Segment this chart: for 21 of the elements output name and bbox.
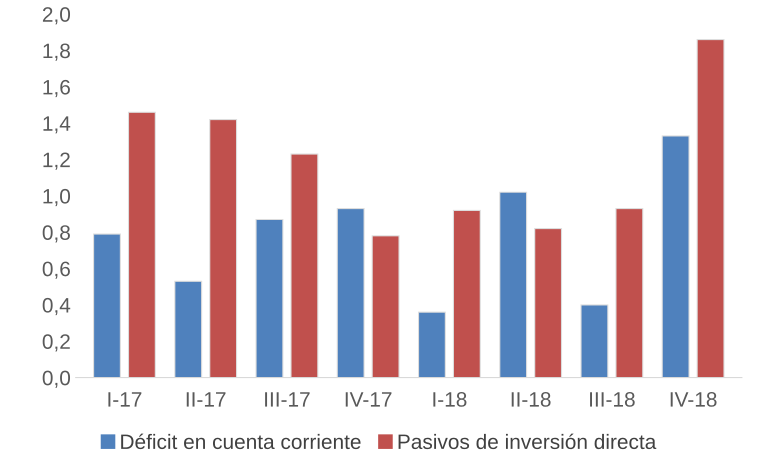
y-tick-label: 0,4 (42, 298, 70, 316)
x-tick-label: I-18 (433, 392, 466, 407)
legend-label: Déficit en cuenta corriente (121, 434, 361, 450)
x-tick-label: III-17 (265, 392, 310, 407)
x-tick-label: I-17 (108, 392, 142, 407)
y-tick-label: 0,2 (42, 334, 70, 352)
y-tick-label: 1,8 (43, 44, 70, 61)
y-tick-label: 1,4 (43, 116, 70, 134)
y-tick-label: 0,8 (42, 225, 70, 242)
y-tick-label: 1,0 (43, 188, 70, 206)
x-tick-label: IV-17 (346, 392, 392, 407)
x-tick-label: II-18 (512, 392, 551, 407)
y-tick-label: 0,0 (42, 370, 70, 388)
y-tick-label: 1,6 (43, 80, 70, 98)
y-tick-label: 1,2 (43, 152, 70, 170)
x-tick-label: IV-18 (670, 392, 717, 407)
y-tick-label: 2,0 (42, 7, 70, 24)
x-tick-label: III-18 (590, 392, 635, 407)
x-tick-label: II-17 (186, 392, 226, 407)
legend-label: Pasivos de inversión directa (398, 434, 656, 450)
y-tick-label: 0,6 (42, 262, 70, 279)
